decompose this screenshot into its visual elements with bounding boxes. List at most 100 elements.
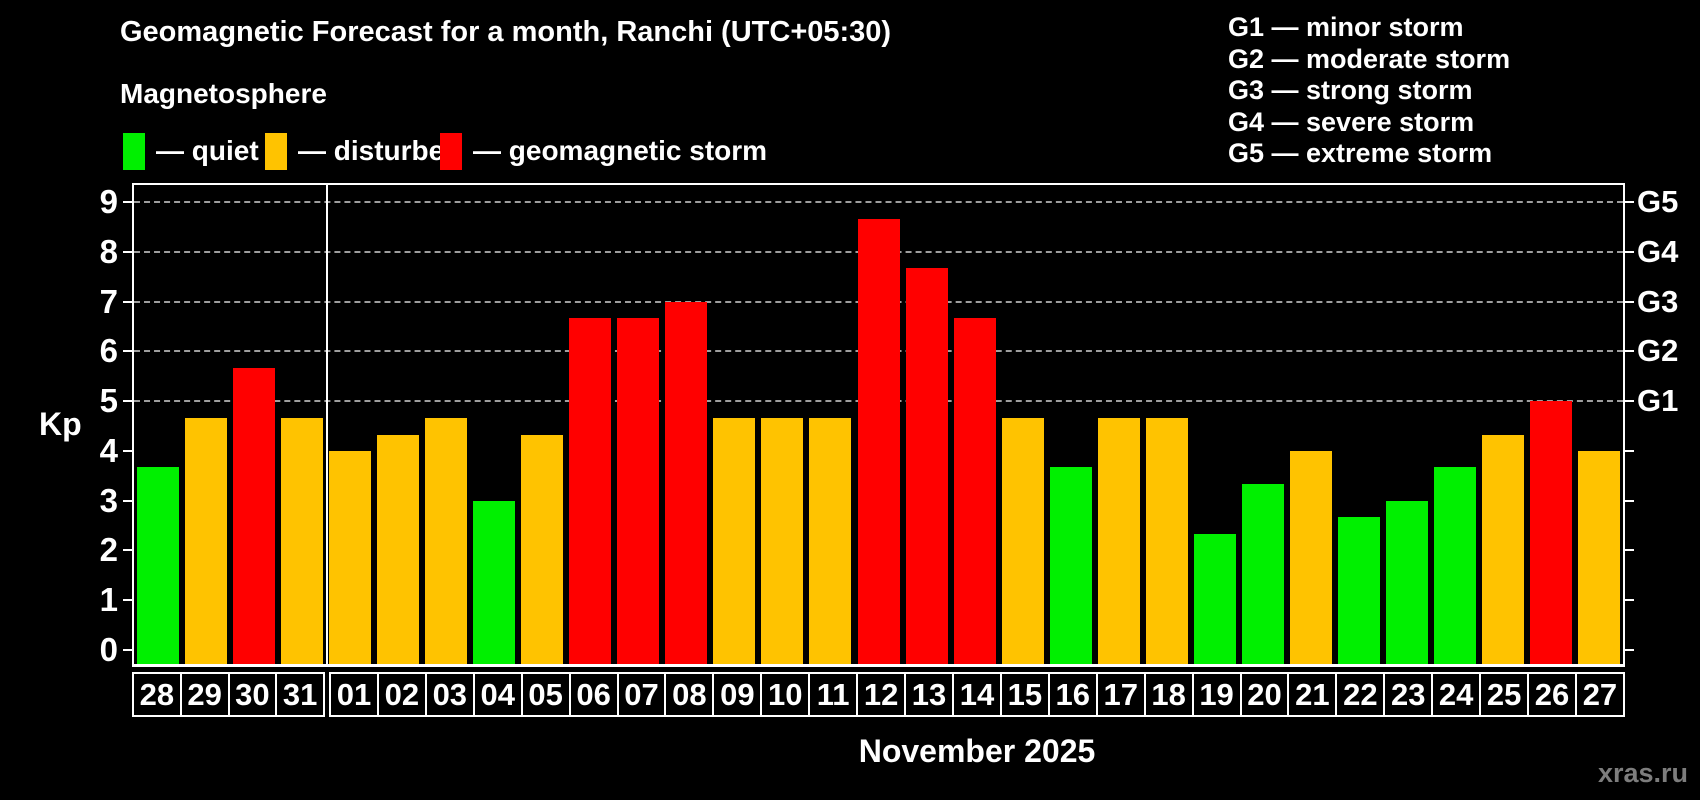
day-label-30: 30 (227, 674, 276, 715)
kp-bar-day-22 (1337, 517, 1380, 664)
day-label-18: 18 (1143, 674, 1192, 715)
y-axis-tick-left-4 (123, 449, 132, 452)
kp-bar-chart-plot-area: 0 1 2 3 4 5 6 7 8 9 G1 G2 G3 G4 G5 Kp (39, 183, 1678, 667)
kp-bar-day-02 (377, 435, 420, 664)
gridline-kp9 (134, 201, 1623, 204)
y-axis-tick-right-6 (1625, 350, 1634, 353)
x-axis-day-labels-october: 28 29 30 31 (132, 672, 325, 717)
y-axis-title-kp: Kp (39, 406, 82, 443)
kp-bar-day-14 (953, 318, 996, 664)
kp-bar-day-26 (1529, 401, 1572, 664)
kp-bar-day-28 (137, 467, 180, 664)
kp-bar-day-20 (1241, 484, 1284, 664)
y-axis-tick-right-4 (1625, 449, 1634, 452)
day-label-20: 20 (1239, 674, 1288, 715)
kp-bar-day-06 (569, 318, 612, 664)
kp-bar-day-13 (905, 268, 948, 664)
day-label-01: 01 (336, 677, 372, 712)
day-label-19: 19 (1191, 674, 1240, 715)
y-axis-tick-left-3 (123, 499, 132, 502)
day-label-17: 17 (1095, 674, 1144, 715)
y-axis-tick-right-1 (1625, 599, 1634, 602)
day-label-05: 05 (520, 674, 569, 715)
g5-legend-line: G5 — extreme storm (1228, 138, 1493, 168)
g1-legend-line: G1 — minor storm (1228, 12, 1464, 42)
y-axis-label-6: 6 (99, 332, 118, 370)
month-separator-line (326, 185, 328, 664)
kp-bar-day-03 (425, 418, 468, 664)
kp-bar-day-16 (1049, 467, 1092, 664)
y-axis-label-0: 0 (99, 631, 118, 668)
day-label-22: 22 (1335, 674, 1383, 715)
g-scale-legend: G1 — minor storm G2 — moderate storm G3 … (1228, 12, 1510, 170)
g-axis-label-g1: G1 (1637, 383, 1679, 419)
kp-bar-day-05 (521, 435, 564, 664)
day-label-23: 23 (1383, 674, 1431, 715)
y-axis-tick-left-0 (123, 649, 132, 651)
day-label-02: 02 (376, 674, 425, 715)
y-axis-label-7: 7 (99, 282, 118, 320)
g-axis-label-g2: G2 (1637, 333, 1679, 369)
kp-bar-day-25 (1481, 435, 1524, 664)
g4-legend-line: G4 — severe storm (1228, 106, 1475, 137)
storm-color-swatch (440, 132, 462, 170)
day-label-11: 11 (808, 674, 856, 715)
kp-bar-day-23 (1385, 501, 1428, 664)
day-label-29: 29 (179, 674, 228, 715)
day-label-28: 28 (139, 677, 175, 712)
kp-bar-day-01 (329, 451, 372, 664)
kp-bar-day-11 (809, 418, 852, 664)
month-axis-title: November 2025 (858, 733, 1096, 769)
kp-bar-day-12 (857, 219, 900, 664)
day-label-24: 24 (1431, 674, 1479, 715)
y-axis-tick-left-2 (123, 549, 132, 552)
kp-bar-day-09 (713, 418, 756, 664)
day-label-09: 09 (712, 674, 760, 715)
xras-watermark: xras.ru (1597, 758, 1688, 788)
g-axis-label-g5: G5 (1637, 184, 1679, 220)
y-axis-label-2: 2 (99, 531, 118, 569)
y-axis-tick-right-3 (1625, 499, 1634, 502)
legend-item-quiet: — quiet (123, 132, 259, 170)
plot-inner: 0 1 2 3 4 5 6 7 8 9 G1 G2 G3 G4 G5 Kp (39, 185, 1678, 667)
y-axis-tick-right-5 (1625, 400, 1634, 403)
day-label-12: 12 (856, 674, 904, 715)
y-axis-label-8: 8 (99, 232, 118, 270)
kp-bar-day-27 (1577, 451, 1620, 664)
day-label-08: 08 (664, 674, 712, 715)
kp-bar-day-17 (1097, 418, 1140, 664)
y-axis-tick-left-9 (123, 201, 132, 204)
legend-label-disturbed: — disturbed (298, 135, 462, 166)
y-axis-label-9: 9 (99, 183, 118, 221)
y-axis-tick-right-7 (1625, 300, 1634, 303)
magnetosphere-label: Magnetosphere (120, 78, 327, 109)
y-axis-label-4: 4 (99, 431, 118, 469)
g-axis-label-g3: G3 (1637, 283, 1679, 319)
kp-bar-day-24 (1433, 467, 1476, 664)
page-title: Geomagnetic Forecast for a month, Ranchi… (120, 16, 892, 48)
kp-bar-day-31 (281, 418, 324, 664)
g2-legend-line: G2 — moderate storm (1228, 43, 1511, 74)
y-axis-label-3: 3 (99, 481, 118, 519)
day-label-31: 31 (275, 674, 323, 715)
kp-bar-day-08 (665, 302, 708, 664)
y-axis-tick-left-6 (123, 350, 132, 353)
day-label-10: 10 (760, 674, 808, 715)
day-label-27: 27 (1574, 674, 1623, 715)
y-axis-tick-left-7 (123, 300, 132, 303)
kp-bar-day-19 (1193, 534, 1236, 664)
kp-bar-day-18 (1145, 418, 1188, 664)
y-axis-tick-left-8 (123, 250, 132, 253)
kp-bar-day-29 (185, 418, 228, 664)
kp-bar-day-07 (617, 318, 660, 664)
g-axis-label-g4: G4 (1637, 233, 1679, 269)
legend-item-storm: — geomagnetic storm (440, 132, 767, 170)
x-axis-day-labels-november: 01 02 03 04 05 06 07 08 09 10 11 12 13 14 15 16 17 18 19 20… (329, 672, 1625, 717)
y-axis-tick-left-5 (123, 400, 132, 403)
y-axis-tick-right-8 (1625, 250, 1634, 253)
y-axis-tick-right-0 (1625, 649, 1634, 651)
y-axis-tick-right-2 (1625, 549, 1634, 552)
kp-bar-day-21 (1289, 451, 1332, 664)
day-label-06: 06 (568, 674, 617, 715)
g3-legend-line: G3 — strong storm (1228, 75, 1473, 105)
